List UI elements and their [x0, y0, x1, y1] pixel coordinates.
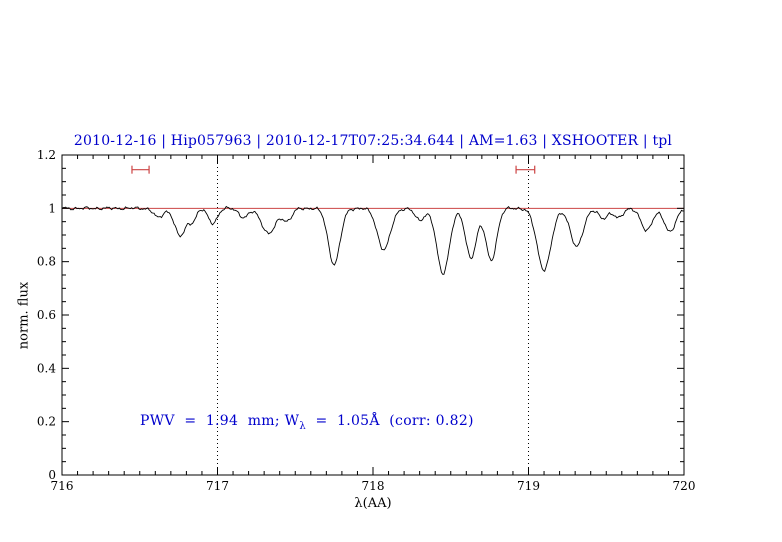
- y-tick-label: 0.4: [37, 361, 56, 375]
- pwv-annotation: PWV = 1.94 mm; Wλ = 1.05Å (corr: 0.82): [140, 413, 474, 432]
- y-axis-label: norm. flux: [16, 281, 32, 350]
- pwv-annotation-prefix: PWV = 1.94 mm; W: [140, 413, 300, 429]
- y-tick-label: 1.2: [37, 148, 56, 162]
- x-axis-label: λ(AA): [354, 496, 392, 511]
- y-tick-label: 1: [48, 201, 56, 215]
- pwv-annotation-suffix: = 1.05Å (corr: 0.82): [305, 413, 474, 429]
- pwv-annotation-sub: λ: [299, 420, 306, 432]
- plot-title: 2010-12-16 | Hip057963 | 2010-12-17T07:2…: [73, 133, 673, 149]
- x-tick-label: 717: [206, 479, 229, 493]
- y-tick-label: 0.8: [37, 255, 56, 269]
- x-tick-label: 720: [673, 479, 696, 493]
- x-tick-label: 718: [362, 479, 385, 493]
- x-tick-label: 716: [51, 479, 74, 493]
- spectrum-path: [61, 205, 685, 275]
- x-tick-label: 719: [517, 479, 540, 493]
- y-tick-label: 0.6: [37, 308, 56, 322]
- y-tick-label: 0: [48, 468, 56, 482]
- y-tick-label: 0.2: [37, 415, 56, 429]
